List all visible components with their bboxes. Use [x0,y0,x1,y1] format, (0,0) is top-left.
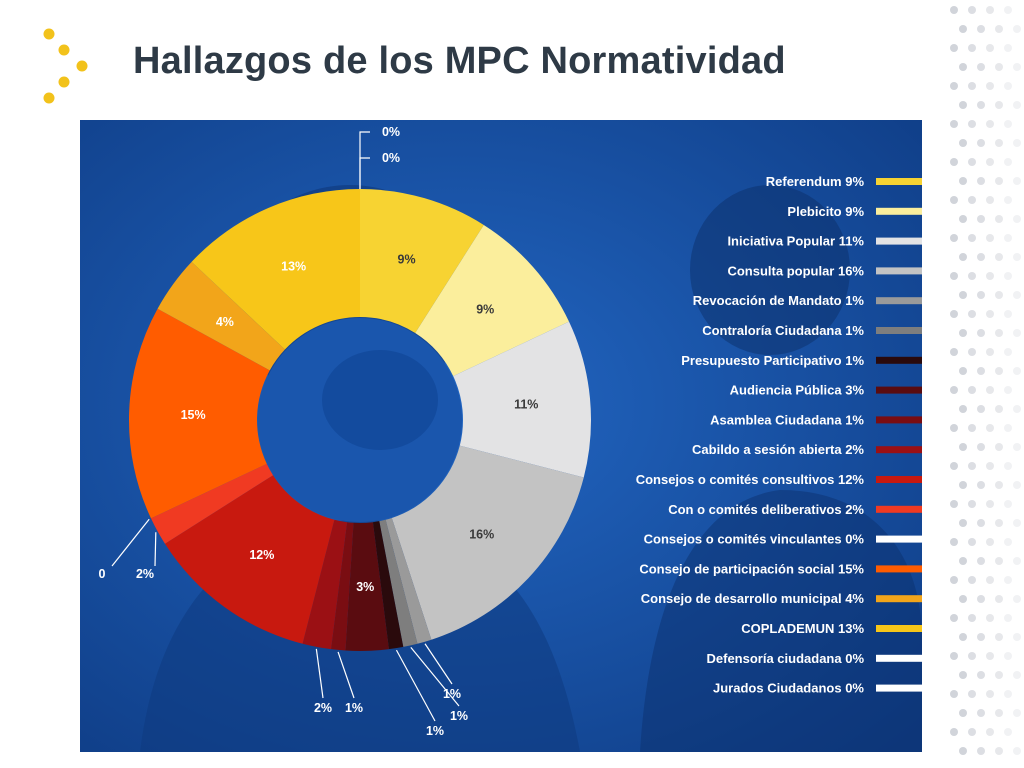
legend-swatch-revocacion-de-mandato [876,297,922,305]
donut-slice-plebicito [415,224,570,377]
donut-slice-con-o-comites-deliberativos [150,463,274,544]
logo-dots-icon [43,28,88,104]
callout-line-cabildo-a-sesion-abierta [315,648,324,699]
photo-silhouette [322,350,438,450]
legend-swatch-presupuesto-participativo [876,356,922,364]
legend-swatch-contraloria-ciudadana [876,327,922,334]
callout-line-jurados-ciudadanos [359,157,370,189]
donut-slice-cabildo-a-sesion-abierta [302,519,348,650]
slice-label-plebicito: 9% [476,303,494,317]
legend-swatch-iniciativa-popular [876,237,922,245]
donut-slice-consejo-de-participacion-social [129,308,270,519]
legend-label-asamblea-ciudadana: Asamblea Ciudadana 1% [710,412,864,427]
callout-label-asamblea-ciudadana: 1% [345,701,363,715]
callout-line-revocacion-de-mandato [424,643,453,685]
slice-label-iniciativa-popular: 11% [514,397,538,411]
legend-label-iniciativa-popular: Iniciativa Popular 11% [727,234,864,249]
donut-slice-referendum [360,189,484,334]
slice-label-consejo-de-desarrollo-municipal: 4% [216,315,234,329]
legend-swatch-consejos-o-comites-vinculantes [876,535,922,543]
donut-slice-revocacion-de-mandato [385,517,432,644]
legend-swatch-defensoria-ciudadana [876,654,922,662]
legend-swatch-audiencia-publica [876,386,922,394]
legend-label-audiencia-publica: Audiencia Pública 3% [730,383,865,398]
callout-line-con-o-comites-deliberativos [154,532,157,567]
donut-chart: 9% 9% 11% 16% 3% 12% 15% 4% 13% 1% 1% 1% 1% 2% 2% 0 0% 0… [80,120,922,752]
slice-label-referendum: 9% [398,253,416,267]
callout-label-defensoria-ciudadana: 0% [382,125,400,139]
callout-label-con-o-comites-deliberativos: 2% [136,567,154,581]
callout-label-presupuesto-participativo: 1% [426,724,444,738]
legend-label-contraloria-ciudadana: Contraloría Ciudadana 1% [702,323,864,338]
callout-line-asamblea-ciudadana [337,651,355,699]
callout-label-jurados-ciudadanos: 0% [382,151,400,165]
legend-label-con-o-comites-deliberativos: Con o comités deliberativos 2% [668,502,864,517]
donut-slice-consejo-de-desarrollo-municipal [157,261,285,371]
legend-swatch-cabildo-a-sesion-abierta [876,446,922,454]
donut-slice-coplademun [191,189,360,350]
legend-swatch-referendum [876,178,922,185]
donut-slice-presupuesto-participativo [372,521,404,650]
legend-swatch-coplademun [876,625,922,632]
legend-label-presupuesto-participativo: Presupuesto Participativo 1% [681,353,864,368]
slice-label-audiencia-publica: 3% [356,580,374,594]
slice-label-coplademun: 13% [281,260,306,274]
decorative-dot-pattern [950,6,1021,755]
callout-line-consejos-o-comites-vinculantes [111,518,150,567]
legend-label-consejos-o-comites-vinculantes: Consejos o comités vinculantes 0% [644,532,865,547]
chart-panel: 9% 9% 11% 16% 3% 12% 15% 4% 13% 1% 1% 1% 1% 2% 2% 0 0% 0… [80,120,922,752]
legend-label-coplademun: COPLADEMUN 13% [741,621,864,636]
legend-label-revocacion-de-mandato: Revocación de Mandato 1% [693,293,865,308]
legend-swatch-consejos-o-comites-consultivos [876,476,922,483]
callout-label-cabildo-a-sesion-abierta: 2% [314,701,332,715]
callout-label-revocacion-de-mandato: 1% [443,687,461,701]
donut-slice-asamblea-ciudadana [331,522,354,651]
donut-slice-audiencia-publica [345,522,389,651]
donut-slice-consulta-popular [391,445,584,640]
legend-label-referendum: Referendum 9% [766,174,865,189]
legend-label-consejo-de-participacion-social: Consejo de participación social 15% [639,561,864,576]
legend-label-plebicito: Plebicito 9% [787,204,864,219]
legend-label-consejo-de-desarrollo-municipal: Consejo de desarrollo municipal 4% [641,591,865,606]
legend-swatch-consulta-popular [876,267,922,275]
donut-slice-contraloria-ciudadana [379,519,418,647]
page-title: Hallazgos de los MPC Normatividad [133,40,786,82]
legend-label-jurados-ciudadanos: Jurados Ciudadanos 0% [713,681,864,696]
slice-label-consejo-de-participacion-social: 15% [181,408,206,422]
callout-label-contraloria-ciudadana: 1% [450,709,468,723]
legend-swatch-consejo-de-desarrollo-municipal [876,595,922,603]
legend-label-consejos-o-comites-consultivos: Consejos o comités consultivos 12% [636,472,865,487]
legend-swatch-con-o-comites-deliberativos [876,505,922,513]
legend-swatch-consejo-de-participacion-social [876,565,922,573]
callout-line-presupuesto-participativo [395,649,436,722]
legend-label-cabildo-a-sesion-abierta: Cabildo a sesión abierta 2% [692,442,864,457]
legend-label-consulta-popular: Consulta popular 16% [727,263,864,278]
donut-slice-consejos-o-comites-consultivos [164,475,335,644]
legend-swatch-plebicito [876,207,922,215]
donut-slice-iniciativa-popular [453,321,591,478]
legend-swatch-jurados-ciudadanos [876,684,922,692]
slice-label-consejos-o-comites-consultivos: 12% [249,548,274,562]
legend-swatch-asamblea-ciudadana [876,416,922,424]
slice-label-consulta-popular: 16% [469,527,494,541]
callout-label-consejos-o-comites-vinculantes: 0 [99,567,106,581]
legend-label-defensoria-ciudadana: Defensoría ciudadana 0% [707,651,865,666]
callout-line-contraloria-ciudadana [410,647,460,707]
